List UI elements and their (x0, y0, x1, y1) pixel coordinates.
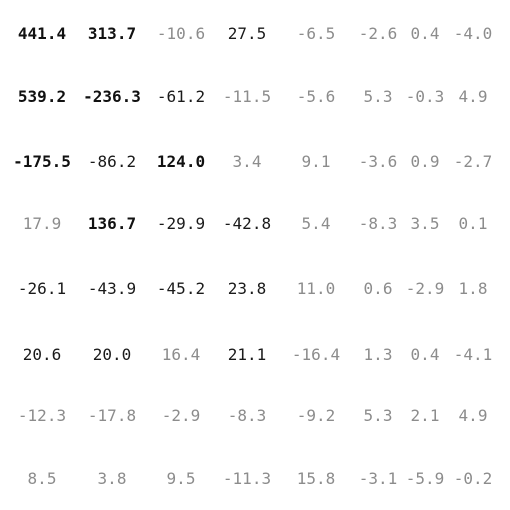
matrix-cell: -2.9 (161, 406, 201, 425)
matrix-cell: 441.4 (17, 24, 67, 43)
matrix-cell: 15.8 (296, 469, 336, 488)
matrix-cell: -0.2 (453, 469, 493, 488)
matrix-cell: 539.2 (17, 87, 67, 106)
matrix-cell: 9.5 (166, 469, 196, 488)
matrix-cell: 5.4 (301, 214, 331, 233)
matrix-cell: -26.1 (17, 279, 67, 298)
matrix-cell: -8.3 (358, 214, 398, 233)
matrix-cell: -6.5 (296, 24, 336, 43)
matrix-cell: -2.9 (405, 279, 445, 298)
matrix-cell: -16.4 (291, 345, 341, 364)
matrix-cell: -5.9 (405, 469, 445, 488)
matrix-cell: 5.3 (363, 87, 393, 106)
matrix-cell: -17.8 (87, 406, 137, 425)
matrix-cell: -43.9 (87, 279, 137, 298)
matrix-cell: -45.2 (156, 279, 206, 298)
matrix-cell: -3.1 (358, 469, 398, 488)
matrix-cell: -10.6 (156, 24, 206, 43)
matrix-cell: 4.9 (458, 87, 488, 106)
matrix-cell: 20.0 (92, 345, 132, 364)
matrix-cell: -236.3 (83, 87, 141, 106)
matrix-cell: 17.9 (22, 214, 62, 233)
matrix-cell: -61.2 (156, 87, 206, 106)
matrix-cell: 2.1 (410, 406, 440, 425)
matrix-cell: 1.3 (363, 345, 393, 364)
matrix-cell: 0.4 (410, 345, 440, 364)
matrix-cell: 27.5 (227, 24, 267, 43)
matrix-cell: 0.9 (410, 152, 440, 171)
matrix-cell: 8.5 (27, 469, 57, 488)
matrix-cell: 21.1 (227, 345, 267, 364)
matrix-cell: 3.4 (232, 152, 262, 171)
matrix-cell: 136.7 (87, 214, 137, 233)
matrix-cell: 16.4 (161, 345, 201, 364)
matrix-cell: -4.0 (453, 24, 493, 43)
matrix-cell: 0.1 (458, 214, 488, 233)
matrix-cell: -11.3 (222, 469, 272, 488)
matrix-cell: -175.5 (13, 152, 71, 171)
matrix-cell: -0.3 (405, 87, 445, 106)
matrix-cell: 23.8 (227, 279, 267, 298)
matrix-cell: 124.0 (156, 152, 206, 171)
matrix-cell: 20.6 (22, 345, 62, 364)
matrix-cell: -11.5 (222, 87, 272, 106)
matrix-cell: -3.6 (358, 152, 398, 171)
matrix-cell: -42.8 (222, 214, 272, 233)
matrix-cell: -5.6 (296, 87, 336, 106)
matrix-cell: 1.8 (458, 279, 488, 298)
matrix-cell: -86.2 (87, 152, 137, 171)
matrix-cell: 5.3 (363, 406, 393, 425)
matrix-cell: -12.3 (17, 406, 67, 425)
matrix-cell: 4.9 (458, 406, 488, 425)
matrix-cell: -8.3 (227, 406, 267, 425)
matrix-cell: 9.1 (301, 152, 331, 171)
matrix-cell: -2.7 (453, 152, 493, 171)
matrix-cell: -2.6 (358, 24, 398, 43)
matrix-cell: -9.2 (296, 406, 336, 425)
matrix-cell: -29.9 (156, 214, 206, 233)
matrix-cell: 3.8 (97, 469, 127, 488)
matrix-cell: 3.5 (410, 214, 440, 233)
matrix-cell: -4.1 (453, 345, 493, 364)
matrix-cell: 0.4 (410, 24, 440, 43)
matrix-cell: 0.6 (363, 279, 393, 298)
matrix-cell: 11.0 (296, 279, 336, 298)
matrix-cell: 313.7 (87, 24, 137, 43)
